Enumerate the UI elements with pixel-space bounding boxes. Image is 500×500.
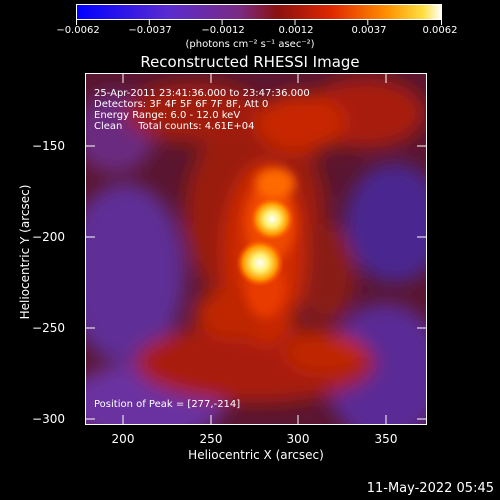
- colorbar-tick-label: −0.0037: [128, 25, 172, 36]
- axis-ticks: [85, 73, 427, 425]
- heatmap-plot: [85, 73, 427, 425]
- x-tick-label: 300: [286, 432, 310, 446]
- x-tick-label: 350: [374, 432, 398, 446]
- colorbar-tick-label: −0.0012: [201, 25, 245, 36]
- energy-range-info: Energy Range: 6.0 - 12.0 keV: [94, 110, 241, 121]
- clean-total-counts: Clean Total counts: 4.61E+04: [94, 121, 255, 132]
- colorbar-units: (photons cm⁻² s⁻¹ asec⁻²): [185, 39, 315, 50]
- chart-title: Reconstructed RHESSI Image: [140, 53, 360, 71]
- y-tick-label: −200: [32, 230, 65, 244]
- colorbar-tick-label: 0.0012: [278, 25, 314, 36]
- detectors-info: Detectors: 3F 4F 5F 6F 7F 8F, Att 0: [94, 99, 269, 110]
- colorbar-tick-label: −0.0062: [56, 25, 100, 36]
- y-tick-label: −150: [32, 139, 65, 153]
- observation-time: 25-Apr-2011 23:41:36.000 to 23:47:36.000: [94, 88, 310, 99]
- x-tick-label: 250: [199, 432, 223, 446]
- peak-position: Position of Peak = [277,-214]: [94, 399, 241, 410]
- y-axis-label: Heliocentric Y (arcsec): [18, 184, 32, 320]
- y-tick-label: −300: [32, 412, 65, 426]
- footer-timestamp: 11-May-2022 05:45: [366, 481, 494, 496]
- x-tick-label: 200: [111, 432, 135, 446]
- y-tick-label: −250: [32, 321, 65, 335]
- colorbar-tick-label: 0.0037: [351, 25, 387, 36]
- colorbar: [76, 4, 442, 25]
- colorbar-tick-label: 0.0062: [422, 25, 458, 36]
- x-axis-label: Heliocentric X (arcsec): [188, 448, 324, 462]
